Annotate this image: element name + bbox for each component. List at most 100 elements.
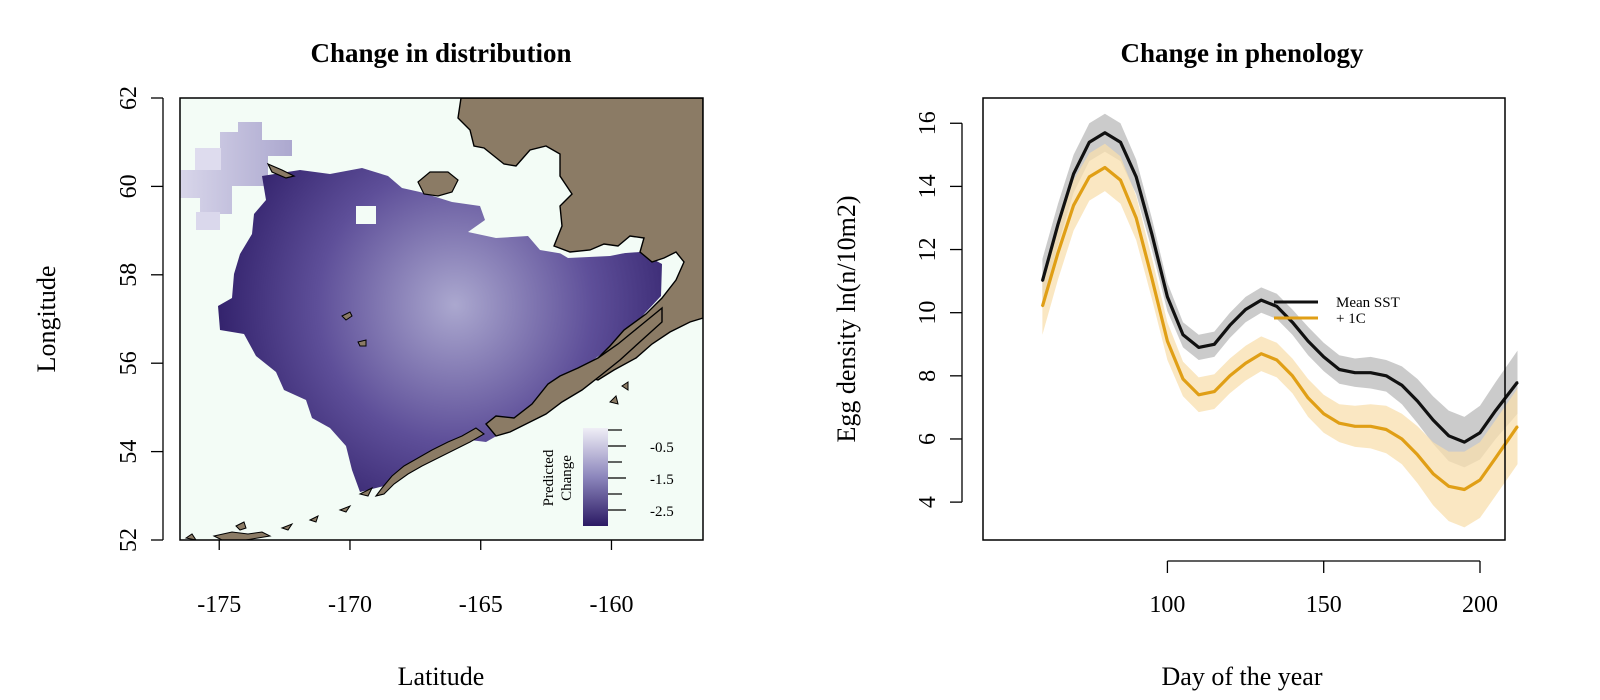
series-point-0 <box>1401 384 1403 387</box>
line-y-tick-label: 4 <box>915 496 941 508</box>
series-point-0 <box>1416 400 1419 402</box>
confidence-band-series-1 <box>1042 143 1518 528</box>
alaska-mainland <box>457 98 703 381</box>
aleutian-islet <box>235 521 247 531</box>
confidence-band-series-0 <box>1042 113 1518 468</box>
series-point-0 <box>1213 343 1216 346</box>
line-chart-frame <box>982 97 1506 541</box>
line-plot-area <box>1040 113 1519 528</box>
gap-cells <box>356 206 376 224</box>
line-y-tick-label: 14 <box>915 174 941 198</box>
colorbar-tick-label: -2.5 <box>650 504 674 520</box>
nunivak-island <box>417 171 459 197</box>
line-x-axis-label: Day of the year <box>1162 662 1323 691</box>
distribution-panel: Change in distribution <box>32 38 704 691</box>
series-point-0 <box>1088 141 1091 143</box>
series-point-1 <box>1401 438 1403 440</box>
map-y-axis-label: Longitude <box>32 266 61 373</box>
series-point-1 <box>1516 425 1519 428</box>
series-point-1 <box>1447 485 1450 488</box>
map-title: Change in distribution <box>310 38 571 68</box>
colorbar-tick-label: -0.5 <box>650 440 674 456</box>
line-y-tick-label: 12 <box>915 238 941 262</box>
series-point-0 <box>1322 356 1325 358</box>
series-point-0 <box>1166 296 1169 298</box>
aleutian-islet <box>184 533 197 540</box>
map-x-axis-label: Latitude <box>398 662 485 691</box>
line-y-axis-label: Egg density ln(n/10m2) <box>832 196 861 443</box>
series-point-1 <box>1072 204 1075 207</box>
series-point-1 <box>1151 277 1153 279</box>
line-x-tick-label: 200 <box>1462 592 1498 618</box>
map-x-tick-label: -175 <box>197 592 241 618</box>
map-x-tick-label: -160 <box>589 592 633 618</box>
colorbar-title-line2: Change <box>559 455 575 501</box>
line-axes: 4 6 8 10 12 14 16 100 150 200 <box>915 111 1498 618</box>
series-point-0 <box>1354 371 1356 374</box>
series-point-1 <box>1369 425 1372 428</box>
aleutian-islet <box>358 486 374 497</box>
series-point-1 <box>1260 352 1262 355</box>
series-point-0 <box>1229 324 1231 327</box>
series-point-1 <box>1182 378 1184 380</box>
series-point-0 <box>1447 435 1450 437</box>
series-point-1 <box>1494 457 1497 459</box>
pribilof-islet <box>357 339 367 347</box>
predicted-change-region <box>218 168 662 492</box>
map-y-tick-label: 52 <box>116 528 142 552</box>
line-chart-title: Change in phenology <box>1120 38 1364 68</box>
series-point-1 <box>1463 488 1466 491</box>
series-point-0 <box>1244 308 1247 311</box>
pale-cell <box>196 212 220 230</box>
map-axes: 52 54 56 58 60 62 -175 -170 -165 -160 <box>116 86 633 618</box>
map-y-tick-label: 60 <box>116 174 142 198</box>
series-point-1 <box>1197 394 1200 396</box>
series-point-1 <box>1166 340 1169 342</box>
series-point-0 <box>1369 371 1372 374</box>
series-point-0 <box>1072 173 1075 175</box>
line-y-tick-label: 6 <box>915 433 941 445</box>
series-point-1 <box>1432 472 1434 475</box>
series-point-0 <box>1291 321 1294 324</box>
series-point-1 <box>1104 166 1106 169</box>
aleutian-islet <box>308 515 319 523</box>
pribilof-islet <box>341 311 353 321</box>
series-point-0 <box>1151 233 1153 235</box>
line-y-tick-label: 8 <box>915 370 941 382</box>
line-y-tick-label: 16 <box>915 111 941 135</box>
series-point-1 <box>1119 179 1122 181</box>
colorbar-ticks <box>608 429 626 511</box>
series-point-1 <box>1057 251 1059 254</box>
series-point-1 <box>1338 422 1341 425</box>
alaska-peninsula <box>485 306 663 437</box>
map-x-tick-label: -165 <box>459 592 503 618</box>
series-point-1 <box>1135 217 1137 219</box>
series-point-1 <box>1276 359 1278 361</box>
series-point-0 <box>1104 131 1106 134</box>
map-frame <box>179 97 704 541</box>
line-x-tick-label: 150 <box>1306 592 1342 618</box>
map-x-tick-label: -170 <box>328 592 372 618</box>
series-point-1 <box>1354 425 1356 428</box>
aleutian-islet <box>338 504 352 513</box>
series-point-1 <box>1479 479 1481 481</box>
shumagin-islet <box>621 381 629 391</box>
series-point-0 <box>1276 305 1278 308</box>
series-point-0 <box>1432 419 1434 421</box>
series-point-1 <box>1416 454 1419 456</box>
series-point-0 <box>1057 223 1059 226</box>
line-y-tick-label: 10 <box>915 301 941 325</box>
map-y-tick-label: 56 <box>116 351 142 375</box>
legend-label-mean-sst: Mean SST <box>1336 295 1400 311</box>
series-point-1 <box>1385 428 1387 431</box>
series-point-1 <box>1213 390 1216 393</box>
northern-change-cells <box>180 122 292 214</box>
series-point-0 <box>1479 431 1481 434</box>
map-y-tick-label: 58 <box>116 263 142 287</box>
series-point-1 <box>1291 375 1294 377</box>
series-point-0 <box>1307 340 1309 342</box>
colorbar <box>583 428 608 526</box>
series-point-1 <box>1307 397 1309 399</box>
